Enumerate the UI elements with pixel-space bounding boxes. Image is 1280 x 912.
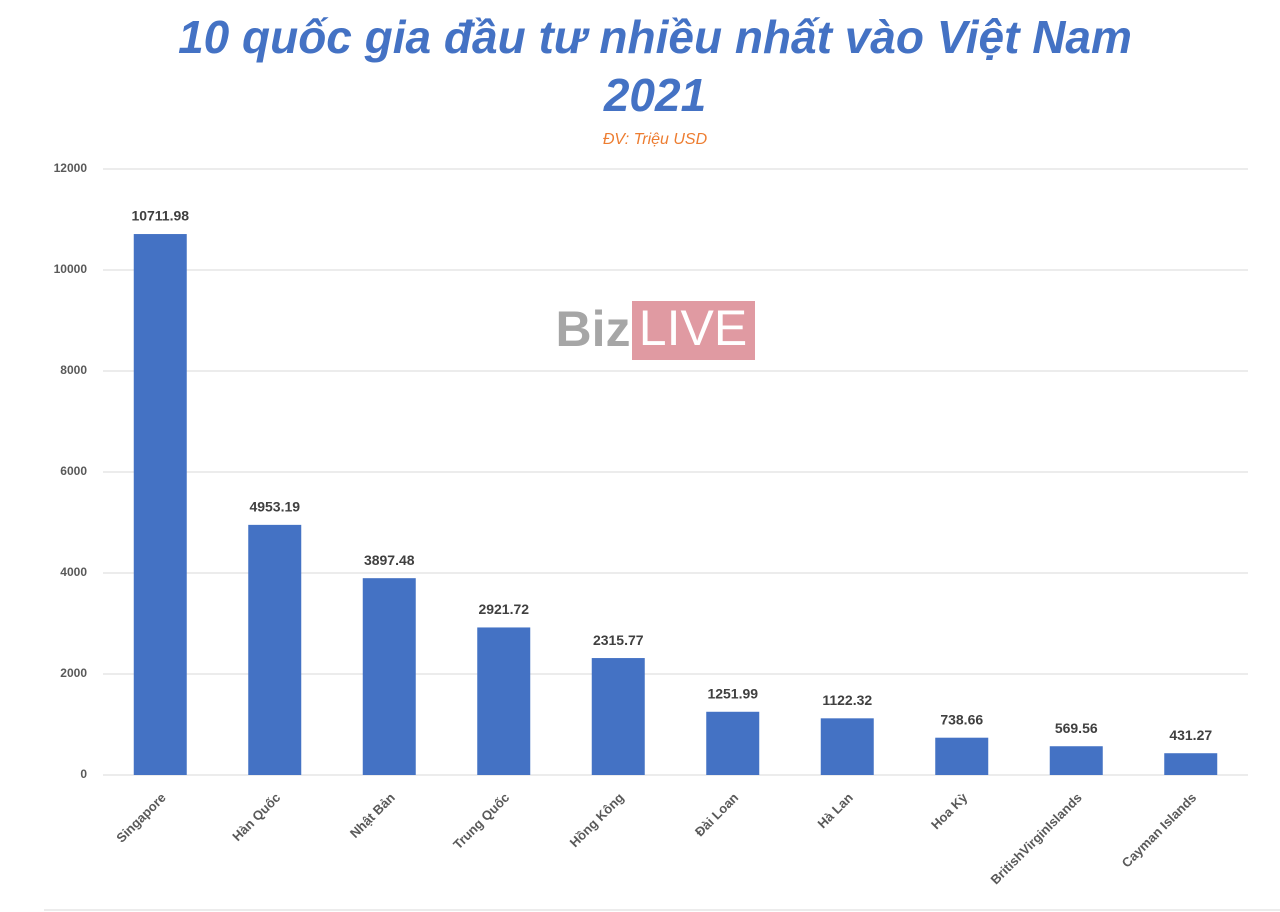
bar bbox=[1049, 746, 1103, 775]
y-tick-label: 0 bbox=[80, 767, 87, 781]
value-label: 10711.98 bbox=[131, 208, 189, 224]
y-tick-label: 4000 bbox=[60, 565, 87, 579]
y-tick-label: 8000 bbox=[60, 363, 87, 377]
bar bbox=[820, 718, 874, 775]
value-label: 431.27 bbox=[1169, 727, 1212, 743]
value-label: 2315.77 bbox=[593, 632, 644, 648]
x-tick-label: Đài Loan bbox=[692, 790, 741, 839]
y-tick-label: 2000 bbox=[60, 666, 87, 680]
watermark-box bbox=[632, 301, 755, 360]
chart-title: 10 quốc gia đầu tư nhiều nhất vào Việt N… bbox=[178, 11, 1132, 121]
bar bbox=[706, 711, 760, 775]
value-label: 1251.99 bbox=[707, 685, 758, 701]
bar bbox=[248, 524, 302, 775]
value-label: 738.66 bbox=[940, 711, 983, 727]
value-label: 4953.19 bbox=[249, 499, 300, 515]
bar bbox=[935, 737, 989, 775]
bar bbox=[1164, 753, 1218, 775]
value-label: 3897.48 bbox=[364, 552, 415, 568]
value-label: 2921.72 bbox=[478, 601, 529, 617]
watermark-text: Biz bbox=[556, 301, 631, 357]
x-tick-label: Nhật Bản bbox=[347, 790, 398, 841]
x-tick-label: Hà Lan bbox=[815, 790, 856, 831]
y-tick-label: 6000 bbox=[60, 464, 87, 478]
bar bbox=[133, 234, 187, 775]
bar bbox=[591, 658, 645, 775]
chart-subtitle: ĐV: Triệu USD bbox=[602, 131, 708, 148]
value-label: 569.56 bbox=[1055, 720, 1098, 736]
x-tick-label: Hoa Kỳ bbox=[928, 789, 971, 832]
x-tick-label: Cayman Islands bbox=[1119, 790, 1200, 871]
watermark-text: LIVE bbox=[639, 300, 747, 356]
x-tick-label: Hồng Kông bbox=[567, 790, 627, 850]
bar bbox=[477, 627, 531, 775]
value-label: 1122.32 bbox=[822, 692, 872, 708]
y-tick-label: 10000 bbox=[54, 262, 88, 276]
bar bbox=[362, 578, 416, 775]
x-tick-label: Trung Quốc bbox=[450, 790, 512, 852]
x-tick-label: Hàn Quốc bbox=[229, 790, 283, 844]
x-tick-label: BritishVirginIslands bbox=[988, 790, 1085, 887]
x-tick-label: Singapore bbox=[113, 790, 169, 846]
y-tick-label: 12000 bbox=[54, 161, 88, 175]
